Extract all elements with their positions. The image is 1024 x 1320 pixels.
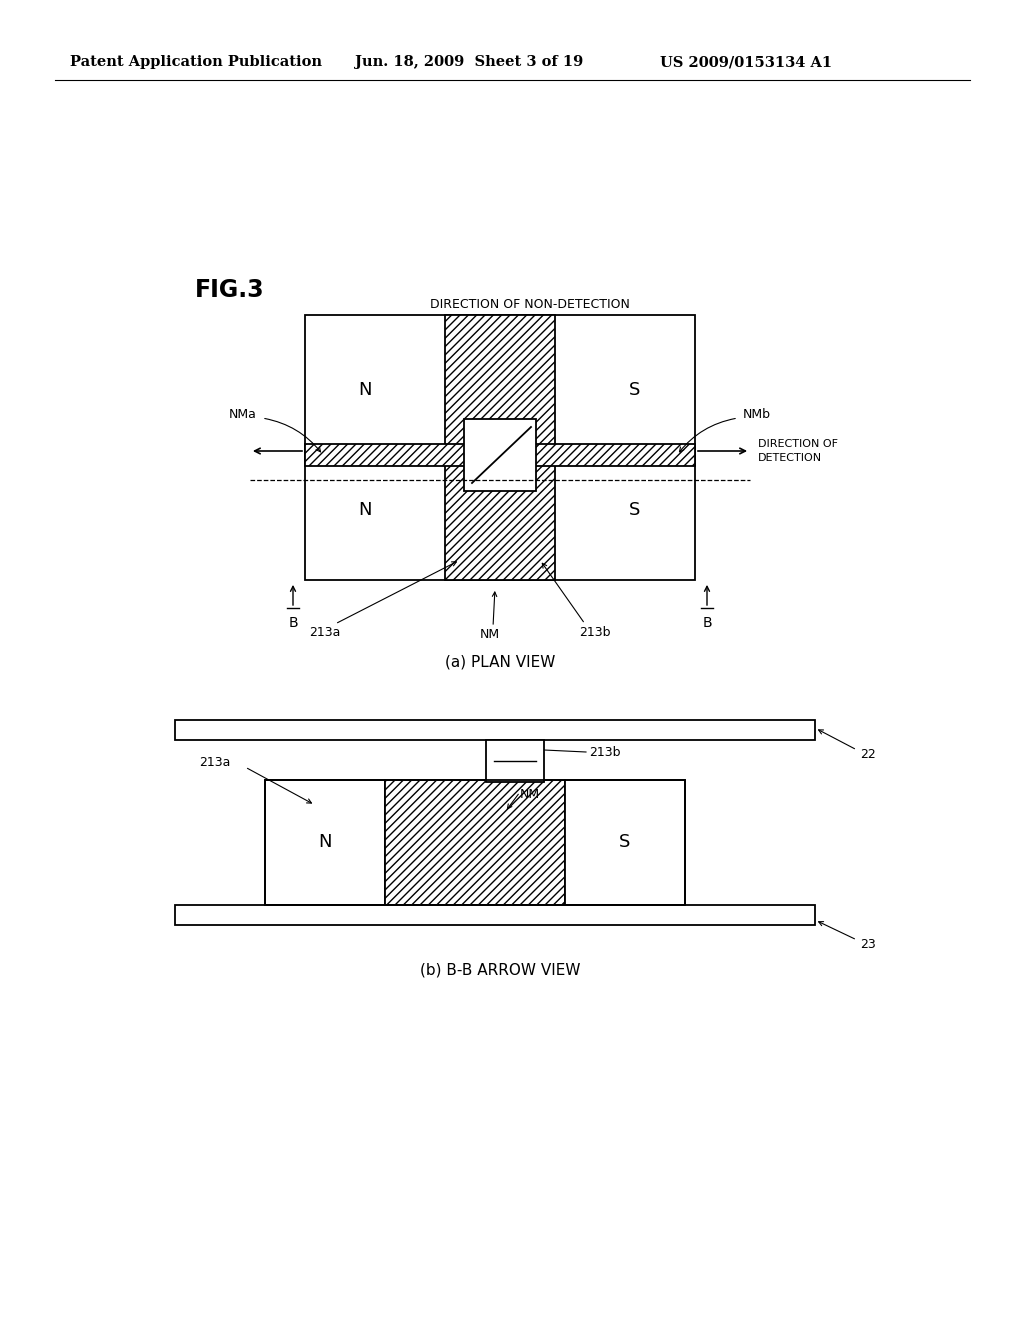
Text: 23: 23 — [860, 939, 876, 952]
Text: US 2009/0153134 A1: US 2009/0153134 A1 — [660, 55, 833, 69]
Text: B: B — [702, 616, 712, 630]
Text: DETECTION: DETECTION — [758, 453, 822, 463]
Text: N: N — [358, 381, 372, 399]
Bar — [385, 780, 565, 906]
Text: NMb: NMb — [743, 408, 771, 421]
Bar — [565, 780, 685, 906]
Text: FIG.3: FIG.3 — [195, 279, 264, 302]
Text: 213a: 213a — [199, 755, 230, 768]
Bar — [175, 719, 815, 741]
Text: (b) B-B ARROW VIEW: (b) B-B ARROW VIEW — [420, 962, 581, 978]
Bar — [486, 741, 544, 781]
Bar — [445, 315, 555, 579]
Text: DIRECTION OF NON-DETECTION: DIRECTION OF NON-DETECTION — [430, 298, 630, 312]
Text: S: S — [630, 381, 641, 399]
Text: N: N — [358, 502, 372, 519]
Text: (a) PLAN VIEW: (a) PLAN VIEW — [444, 655, 555, 669]
Text: NM: NM — [480, 628, 500, 642]
Bar — [305, 444, 695, 466]
Text: 22: 22 — [860, 748, 876, 762]
Text: B: B — [288, 616, 298, 630]
Text: NM: NM — [520, 788, 540, 800]
Text: 213b: 213b — [589, 746, 621, 759]
Bar — [175, 906, 815, 925]
Text: NMa: NMa — [229, 408, 257, 421]
Text: 213a: 213a — [309, 626, 341, 639]
Text: S: S — [620, 833, 631, 851]
Text: N: N — [318, 833, 332, 851]
Text: Patent Application Publication: Patent Application Publication — [70, 55, 322, 69]
Bar — [265, 780, 385, 906]
Text: Jun. 18, 2009  Sheet 3 of 19: Jun. 18, 2009 Sheet 3 of 19 — [355, 55, 584, 69]
Bar — [464, 418, 536, 491]
Bar — [305, 315, 695, 579]
Text: 213b: 213b — [580, 626, 610, 639]
Text: DIRECTION OF: DIRECTION OF — [758, 440, 838, 449]
Text: S: S — [630, 502, 641, 519]
Bar — [265, 780, 685, 906]
